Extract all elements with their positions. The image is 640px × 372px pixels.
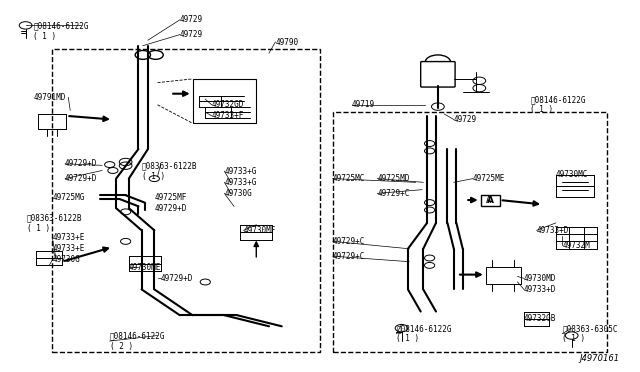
Text: 49729: 49729: [180, 30, 203, 39]
Text: 49729+C: 49729+C: [333, 237, 365, 246]
Text: 49725MC: 49725MC: [333, 174, 365, 183]
Text: 49719: 49719: [352, 100, 375, 109]
Text: 49730MD: 49730MD: [524, 274, 556, 283]
Text: 49733+D: 49733+D: [537, 226, 569, 235]
Text: 49730G: 49730G: [225, 189, 252, 198]
Text: A: A: [486, 196, 493, 205]
FancyBboxPatch shape: [420, 62, 455, 87]
Text: 49733+E: 49733+E: [52, 233, 84, 242]
Text: 49729+D: 49729+D: [161, 274, 193, 283]
Text: Ⓑ08146-6122G
( 2 ): Ⓑ08146-6122G ( 2 ): [109, 331, 165, 351]
Text: 49732GB: 49732GB: [524, 314, 556, 323]
Text: 49733+E: 49733+E: [52, 244, 84, 253]
Bar: [193, 79, 256, 123]
Text: 49730MC: 49730MC: [556, 170, 588, 179]
Text: 49729+D: 49729+D: [65, 174, 97, 183]
Text: 49733+D: 49733+D: [524, 285, 556, 294]
Text: 49729+C: 49729+C: [333, 251, 365, 261]
Text: Ⓑ08146-6122G
( 1 ): Ⓑ08146-6122G ( 1 ): [531, 95, 586, 115]
Text: 49729+C: 49729+C: [378, 189, 410, 198]
Bar: [52, 49, 320, 352]
Text: Ⓑ08146-6122G
( 1 ): Ⓑ08146-6122G ( 1 ): [33, 21, 89, 41]
Text: J4970161: J4970161: [579, 354, 620, 363]
Text: 49729+D: 49729+D: [154, 203, 187, 213]
Text: Ⓢ08363-6122B
( 1 ): Ⓢ08363-6122B ( 1 ): [27, 213, 83, 232]
Text: 49733+G: 49733+G: [225, 167, 257, 176]
Text: 49733+F: 49733+F: [212, 111, 244, 121]
Text: 49730G: 49730G: [52, 255, 80, 264]
Text: Ⓢ08363-6122B
( 1 ): Ⓢ08363-6122B ( 1 ): [141, 161, 197, 181]
Text: 49790: 49790: [275, 38, 298, 46]
Text: A: A: [486, 196, 491, 205]
Text: 49725MD: 49725MD: [378, 174, 410, 183]
Text: 49729+D: 49729+D: [65, 159, 97, 169]
Text: 49732M: 49732M: [562, 241, 590, 250]
Text: 49725MF: 49725MF: [154, 193, 187, 202]
Text: 49791MD: 49791MD: [33, 93, 66, 102]
Bar: [333, 112, 607, 352]
Text: 49729: 49729: [180, 15, 203, 24]
Text: 49732GD: 49732GD: [212, 100, 244, 109]
Bar: [486, 267, 521, 284]
Text: 49733+G: 49733+G: [225, 178, 257, 187]
Text: 49725ME: 49725ME: [473, 174, 506, 183]
Bar: [481, 195, 500, 206]
Text: 49730ME: 49730ME: [129, 263, 161, 272]
Text: Ⓑ08146-6122G
( 1 ): Ⓑ08146-6122G ( 1 ): [396, 324, 452, 343]
Text: 49730MF: 49730MF: [244, 226, 276, 235]
Text: Ⓑ08363-6305C
( 1 ): Ⓑ08363-6305C ( 1 ): [562, 324, 618, 343]
Text: 49729: 49729: [454, 115, 477, 124]
Text: 49725MG: 49725MG: [52, 193, 84, 202]
